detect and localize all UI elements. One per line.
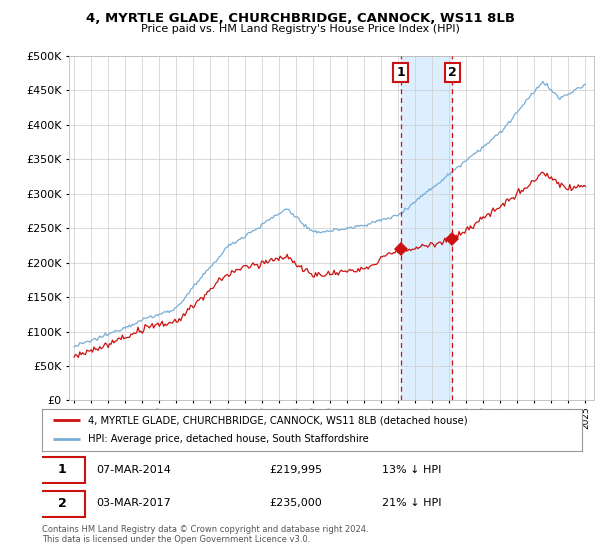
Text: 1: 1 xyxy=(58,463,67,477)
FancyBboxPatch shape xyxy=(40,457,85,483)
Text: £219,995: £219,995 xyxy=(269,465,322,475)
Text: 13% ↓ HPI: 13% ↓ HPI xyxy=(382,465,442,475)
Text: 03-MAR-2017: 03-MAR-2017 xyxy=(96,498,171,508)
FancyBboxPatch shape xyxy=(40,491,85,517)
Text: 4, MYRTLE GLADE, CHURCHBRIDGE, CANNOCK, WS11 8LB: 4, MYRTLE GLADE, CHURCHBRIDGE, CANNOCK, … xyxy=(86,12,515,25)
Text: HPI: Average price, detached house, South Staffordshire: HPI: Average price, detached house, Sout… xyxy=(88,435,368,445)
Text: Price paid vs. HM Land Registry's House Price Index (HPI): Price paid vs. HM Land Registry's House … xyxy=(140,24,460,34)
Text: Contains HM Land Registry data © Crown copyright and database right 2024.
This d: Contains HM Land Registry data © Crown c… xyxy=(42,525,368,544)
Text: 21% ↓ HPI: 21% ↓ HPI xyxy=(382,498,442,508)
Text: 2: 2 xyxy=(58,497,67,510)
Text: £235,000: £235,000 xyxy=(269,498,322,508)
Text: 2: 2 xyxy=(448,66,457,80)
Text: 4, MYRTLE GLADE, CHURCHBRIDGE, CANNOCK, WS11 8LB (detached house): 4, MYRTLE GLADE, CHURCHBRIDGE, CANNOCK, … xyxy=(88,415,467,425)
Text: 07-MAR-2014: 07-MAR-2014 xyxy=(96,465,171,475)
Bar xyxy=(401,56,452,400)
Text: 1: 1 xyxy=(397,66,405,80)
